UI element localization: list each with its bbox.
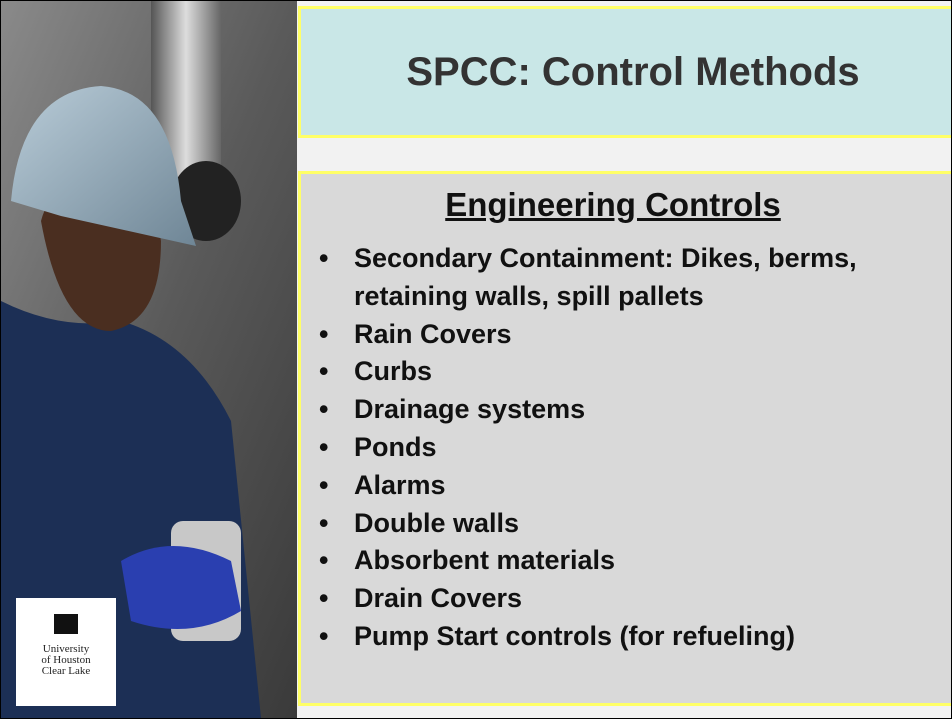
bullet-list: Secondary Containment: Dikes, berms, ret…: [301, 240, 952, 656]
slide: University of Houston Clear Lake SPCC: C…: [0, 0, 952, 719]
bullet-item: Drain Covers: [301, 580, 894, 618]
bullet-item: Rain Covers: [301, 316, 894, 354]
bullet-item: Ponds: [301, 429, 894, 467]
section-heading: Engineering Controls: [301, 186, 952, 224]
bullet-item: Secondary Containment: Dikes, berms, ret…: [301, 240, 894, 316]
title-box: SPCC: Control Methods: [298, 6, 952, 138]
slide-title: SPCC: Control Methods: [396, 50, 859, 95]
content-box: Engineering Controls Secondary Containme…: [298, 171, 952, 706]
logo-text: Clear Lake: [16, 666, 116, 677]
bullet-item: Pump Start controls (for refueling): [301, 618, 894, 656]
bullet-item: Absorbent materials: [301, 542, 894, 580]
bullet-item: Curbs: [301, 353, 894, 391]
bullet-item: Drainage systems: [301, 391, 894, 429]
logo-mark: [54, 614, 78, 634]
bullet-item: Double walls: [301, 505, 894, 543]
logo: University of Houston Clear Lake: [16, 598, 116, 706]
bullet-item: Alarms: [301, 467, 894, 505]
